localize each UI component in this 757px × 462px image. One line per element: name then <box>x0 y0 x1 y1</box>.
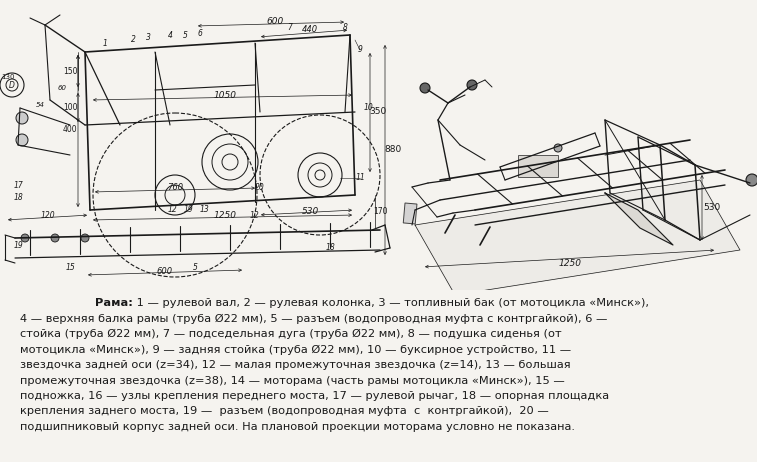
Text: 18: 18 <box>325 243 335 253</box>
Text: 400: 400 <box>63 126 77 134</box>
Text: подножка, 16 — узлы крепления переднего моста, 17 — рулевой рычаг, 18 — опорная : подножка, 16 — узлы крепления переднего … <box>20 391 609 401</box>
Text: 530: 530 <box>301 207 319 217</box>
Text: 150: 150 <box>63 67 77 75</box>
Text: 4 — верхняя балка рамы (труба Ø22 мм), 5 — разъем (водопроводная муфта с контрга: 4 — верхняя балка рамы (труба Ø22 мм), 5… <box>20 314 607 324</box>
Text: 18: 18 <box>13 194 23 202</box>
Text: 11: 11 <box>355 174 365 182</box>
Text: мотоцикла «Минск»), 9 — задняя стойка (труба Ø22 мм), 10 — буксирное устройство,: мотоцикла «Минск»), 9 — задняя стойка (т… <box>20 345 571 355</box>
Text: 350: 350 <box>369 108 387 116</box>
Text: 2: 2 <box>130 36 136 44</box>
Text: 13: 13 <box>200 206 210 214</box>
Text: 6: 6 <box>198 30 202 38</box>
Polygon shape <box>415 180 740 295</box>
Text: 54: 54 <box>36 102 45 108</box>
Polygon shape <box>605 193 673 245</box>
Text: 1250: 1250 <box>213 212 236 220</box>
Text: 130: 130 <box>2 74 14 80</box>
Circle shape <box>51 234 59 242</box>
Text: Рама:: Рама: <box>95 298 133 308</box>
Circle shape <box>467 80 477 90</box>
Bar <box>0 290 757 462</box>
Text: звездочка задней оси (z=34), 12 — малая промежуточная звездочка (z=14), 13 — бол: звездочка задней оси (z=34), 12 — малая … <box>20 360 571 370</box>
Text: 5: 5 <box>192 263 198 273</box>
Circle shape <box>16 112 28 124</box>
Text: 440: 440 <box>302 25 318 35</box>
Text: 4: 4 <box>167 31 173 41</box>
Text: 60: 60 <box>58 85 67 91</box>
Text: 19: 19 <box>13 242 23 250</box>
Text: 100: 100 <box>63 103 77 111</box>
Text: 760: 760 <box>167 183 183 193</box>
Text: 8: 8 <box>343 24 347 32</box>
Text: 1 — рулевой вал, 2 — рулевая колонка, 3 — топливный бак (от мотоцикла «Минск»),: 1 — рулевой вал, 2 — рулевая колонка, 3 … <box>133 298 649 308</box>
Text: промежуточная звездочка (z=38), 14 — моторама (часть рамы мотоцикла «Минск»), 15: промежуточная звездочка (z=38), 14 — мот… <box>20 376 565 385</box>
Text: 19: 19 <box>183 206 193 214</box>
Text: 120: 120 <box>41 211 55 219</box>
Text: 170: 170 <box>372 207 388 217</box>
Circle shape <box>81 234 89 242</box>
Text: подшипниковый корпус задней оси. На плановой проекции моторама условно не показа: подшипниковый корпус задней оси. На план… <box>20 422 575 432</box>
Circle shape <box>21 234 29 242</box>
Text: 600: 600 <box>157 267 173 276</box>
Text: 530: 530 <box>703 203 721 213</box>
Text: D: D <box>9 80 15 90</box>
Text: стойка (труба Ø22 мм), 7 — подседельная дуга (труба Ø22 мм), 8 — подушка сиденья: стойка (труба Ø22 мм), 7 — подседельная … <box>20 329 562 339</box>
Text: 17: 17 <box>13 181 23 189</box>
Text: 15: 15 <box>65 263 75 273</box>
Text: крепления заднего моста, 19 —  разъем (водопроводная муфта  с  контргайкой),  20: крепления заднего моста, 19 — разъем (во… <box>20 407 549 417</box>
Text: 10: 10 <box>363 103 373 113</box>
Text: 3: 3 <box>145 34 151 43</box>
Circle shape <box>554 144 562 152</box>
Text: 1250: 1250 <box>559 259 581 267</box>
Text: 9: 9 <box>357 45 363 55</box>
Text: 1: 1 <box>102 38 107 48</box>
Bar <box>403 203 417 224</box>
Circle shape <box>746 174 757 186</box>
Circle shape <box>16 134 28 146</box>
Text: 12: 12 <box>250 211 260 219</box>
Text: 880: 880 <box>385 146 402 154</box>
Text: 600: 600 <box>266 18 284 26</box>
Text: 1050: 1050 <box>213 91 236 99</box>
Text: 12: 12 <box>167 206 177 214</box>
Text: 7: 7 <box>288 24 292 32</box>
Text: 5: 5 <box>182 30 188 39</box>
Text: 20: 20 <box>255 183 265 193</box>
Bar <box>518 155 558 177</box>
Circle shape <box>420 83 430 93</box>
